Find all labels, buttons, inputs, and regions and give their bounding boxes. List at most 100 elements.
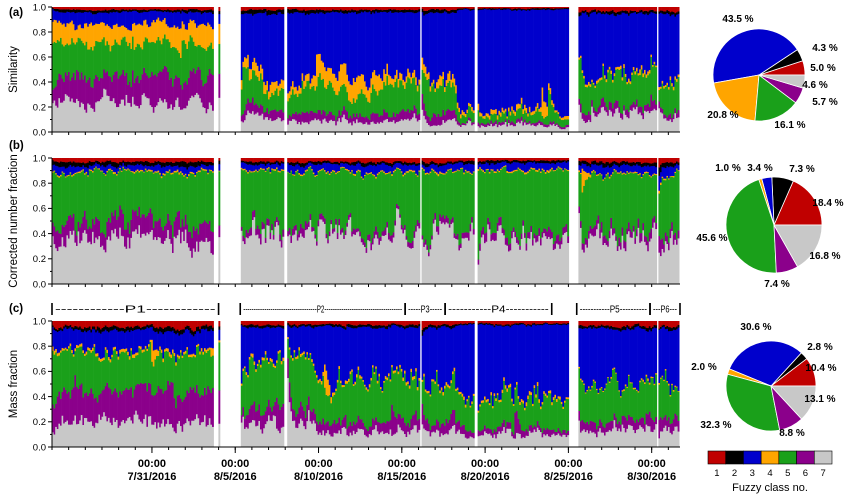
- class-1-column-segment: [205, 7, 208, 11]
- class-4-column-segment: [556, 110, 558, 113]
- class-4-column-segment: [396, 69, 398, 79]
- class-6-column-segment: [495, 120, 498, 125]
- class-5-column-segment: [370, 92, 373, 115]
- class-6-column-segment: [554, 240, 557, 249]
- class-7-column-segment: [252, 219, 254, 285]
- class-3-column-segment: [557, 162, 560, 167]
- class-4-column-segment: [565, 169, 568, 171]
- class-5-column-segment: [260, 73, 262, 105]
- class-5-column-segment: [173, 47, 176, 79]
- class-7-column-segment: [564, 232, 566, 285]
- class-7-column-segment: [64, 247, 67, 285]
- class-6-column-segment: [119, 75, 122, 104]
- class-1-column-segment: [143, 7, 146, 10]
- class-1-column-segment: [184, 7, 187, 11]
- class-1-column-segment: [212, 158, 214, 163]
- class-5-column-segment: [341, 167, 344, 228]
- class-3-column-segment: [485, 9, 488, 114]
- class-3-column-segment: [298, 12, 301, 86]
- class-3-column-segment: [612, 165, 614, 173]
- class-4-column-segment: [194, 174, 197, 177]
- class-7-column-segment: [525, 124, 528, 133]
- class-4-column-segment: [586, 84, 589, 88]
- class-3-column-segment: [447, 13, 450, 74]
- class-4-column-segment: [399, 168, 402, 170]
- class-4-column-segment: [266, 167, 269, 170]
- class-6-column-segment: [351, 231, 354, 237]
- class-4-column-segment: [650, 54, 653, 58]
- class-7-column-segment: [168, 238, 171, 285]
- class-5-column-segment: [584, 179, 587, 238]
- class-3-column-segment: [439, 13, 442, 76]
- class-6-column-segment: [256, 105, 259, 113]
- class-1-column-segment: [527, 158, 530, 161]
- class-2-column-segment: [634, 10, 637, 13]
- class-6-column-segment: [263, 223, 266, 229]
- class-1-column-segment: [562, 158, 565, 161]
- class-1-column-segment: [671, 7, 674, 12]
- class-5-column-segment: [212, 48, 214, 76]
- class-2-column-segment: [240, 160, 243, 163]
- class-5-column-segment: [202, 170, 205, 223]
- class-4-column-segment: [496, 169, 499, 171]
- class-6-column-segment: [508, 244, 510, 252]
- class-2-column-segment: [621, 10, 624, 13]
- class-5-column-segment: [212, 172, 214, 233]
- class-3-column-segment: [104, 167, 107, 175]
- class-2-column-segment: [292, 8, 294, 14]
- class-7-column-segment: [407, 246, 410, 285]
- class-1-column-segment: [544, 158, 547, 161]
- class-1-column-segment: [557, 158, 560, 160]
- class-3-column-segment: [482, 163, 485, 171]
- class-7-column-segment: [501, 124, 504, 133]
- class-7-column-segment: [640, 241, 643, 285]
- class-2-column-segment: [488, 7, 491, 10]
- class-1-column-segment: [248, 158, 251, 162]
- class-6-column-segment: [375, 113, 378, 125]
- class-1-column-segment: [528, 7, 531, 9]
- class-6-column-segment: [272, 109, 275, 121]
- class-5-column-segment: [408, 171, 411, 243]
- class-6-column-segment: [287, 118, 290, 125]
- class-1-column-segment: [194, 7, 197, 10]
- class-5-column-segment: [135, 46, 138, 79]
- class-3-column-segment: [277, 164, 280, 171]
- class-7-column-segment: [589, 121, 592, 133]
- class-4-column-segment: [252, 61, 254, 71]
- class-1-column-segment: [455, 7, 458, 10]
- class-6-column-segment: [362, 239, 365, 245]
- class-7-column-segment: [623, 248, 626, 285]
- class-1-column-segment: [400, 7, 403, 10]
- class-2-column-segment: [591, 161, 594, 165]
- class-6-column-segment: [74, 79, 77, 103]
- class-7-column-segment: [551, 237, 554, 285]
- class-3-column-segment: [317, 13, 320, 55]
- class-5-column-segment: [495, 113, 498, 121]
- class-1-column-segment: [61, 158, 64, 162]
- class-6-column-segment: [106, 71, 109, 96]
- class-3-column-segment: [380, 11, 382, 79]
- class-5-column-segment: [492, 170, 494, 233]
- class-3-column-segment: [76, 166, 78, 173]
- class-1-column-segment: [541, 7, 544, 9]
- class-6-column-segment: [466, 232, 469, 238]
- class-6-column-segment: [271, 223, 274, 231]
- class-6-column-segment: [405, 111, 408, 120]
- class-5-column-segment: [108, 44, 110, 76]
- class-6-column-segment: [551, 122, 554, 126]
- class-2-column-segment: [492, 8, 494, 10]
- class-3-column-segment: [124, 11, 126, 27]
- class-6-column-segment: [472, 228, 475, 235]
- class-4-column-segment: [93, 168, 96, 170]
- class-5-column-segment: [540, 172, 542, 239]
- class-5-column-segment: [173, 172, 176, 222]
- class-7-column-segment: [277, 116, 280, 133]
- class-1-column-segment: [364, 7, 366, 10]
- class-3-column-segment: [304, 165, 307, 171]
- class-3-column-segment: [404, 12, 406, 82]
- class-2-column-segment: [368, 161, 371, 165]
- class-7-column-segment: [508, 122, 510, 133]
- class-6-column-segment: [184, 214, 187, 230]
- class-3-column-segment: [496, 9, 499, 116]
- class-2-column-segment: [80, 9, 83, 13]
